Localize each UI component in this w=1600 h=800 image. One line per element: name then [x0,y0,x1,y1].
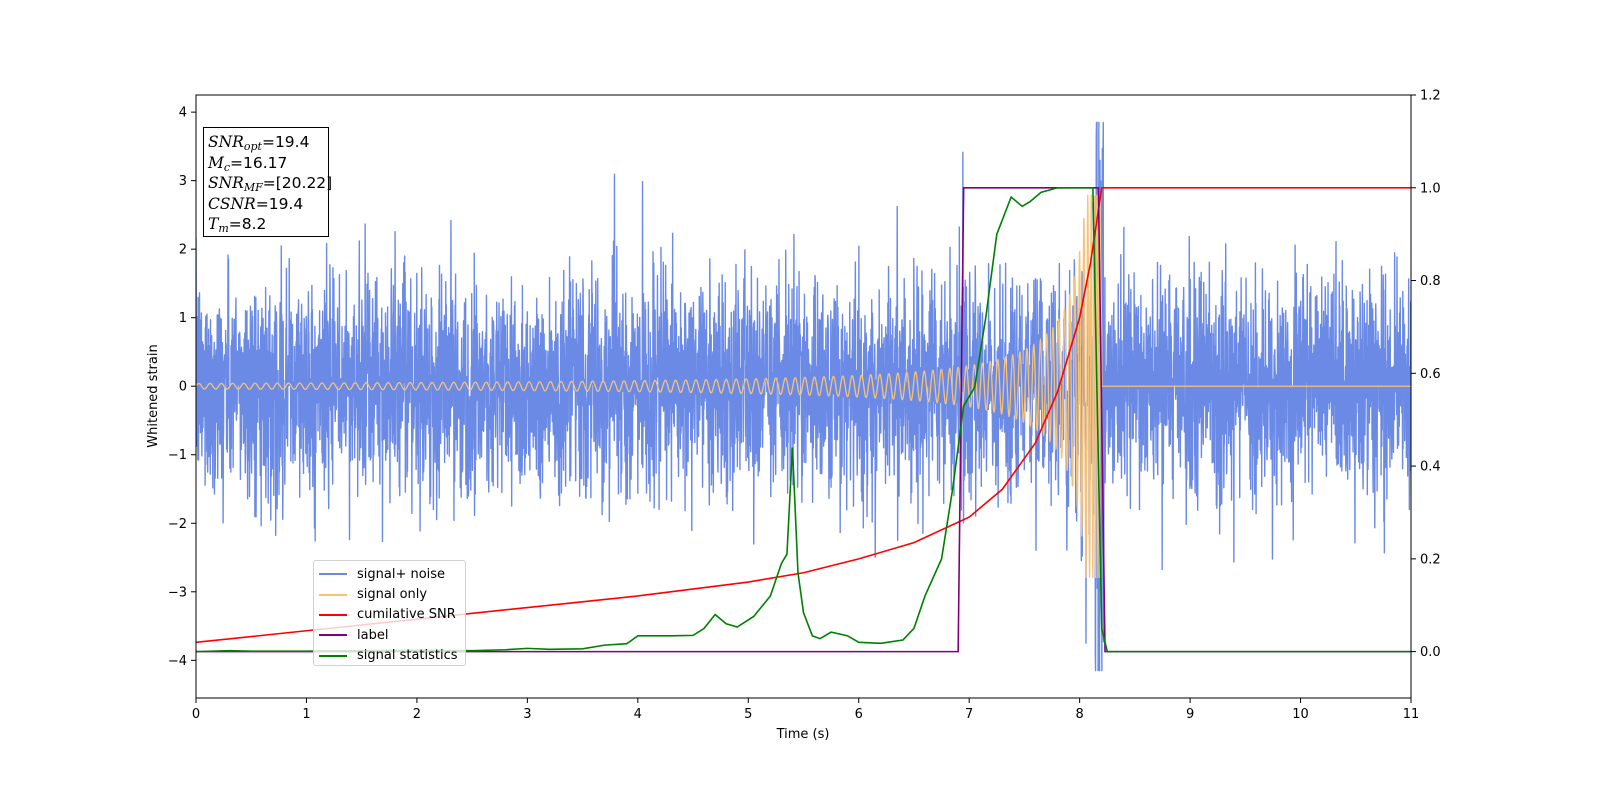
merger-time-annotation: Tm=8.2 [208,215,267,235]
y2-tick-label: 0.2 [1420,552,1441,567]
csnr-annotation: CSNR=19.4 [208,194,304,213]
y2-tick-label: 0.0 [1420,645,1441,660]
y2-tick-label: 1.2 [1420,89,1441,104]
x-tick-label: 6 [855,707,863,722]
y-axis-label: Whitened strain [146,344,161,447]
legend-label: label [357,627,389,643]
x-tick-label: 4 [634,707,642,722]
x-tick-label: 10 [1292,707,1309,722]
legend-swatch [319,593,347,596]
axes-layer: 0 1 2 3 4 5 6 7 8 9 10 11 −4 −3 −2 −1 0 1 2 3 4 0.0 0.2 0.4 0.6 0… [168,89,1441,723]
legend-swatch [319,573,347,576]
y2-tick-label: 0.6 [1420,367,1441,382]
chirp-mass-annotation: Mc=16.17 [208,153,288,174]
x-tick-label: 2 [413,707,421,722]
y2-tick-label: 0.8 [1420,274,1441,289]
y2-tick-label: 1.0 [1420,181,1441,196]
y-tick-label: −4 [168,654,187,669]
x-tick-label: 0 [192,707,200,722]
y-tick-label: 3 [179,174,187,189]
y-tick-label: 1 [179,311,187,326]
legend-swatch [319,613,347,616]
series-cumulative-snr-line [196,186,1411,644]
y-tick-label: 0 [179,380,187,395]
x-axis-label: Time (s) [776,727,830,742]
x-tick-label: 11 [1403,707,1420,722]
series-signal-statistics-line [196,186,1411,653]
y-tick-label: −3 [168,585,187,600]
x-tick-label: 8 [1075,707,1083,722]
annotation-box: SNRopt=19.4 Mc=16.17 SNRMF=[20.22] CSNR=… [203,127,333,237]
snr-mf-annotation: SNRMF=[20.22] [208,174,333,194]
x-tick-label: 9 [1186,707,1194,722]
x-tick-label: 1 [302,707,310,722]
x-tick-label: 5 [744,707,752,722]
legend-item: cumilative SNR [319,605,465,625]
series-signal-plus-noise-line [196,121,1411,672]
y-tick-label: −1 [168,448,187,463]
legend-swatch [319,654,347,657]
legend-item: label [319,625,465,645]
legend-label: cumilative SNR [357,607,456,623]
snr-opt-annotation: SNRopt=19.4 [208,133,310,153]
legend-item: signal+ noise [319,564,465,584]
legend-label: signal statistics [357,648,458,664]
series-signal-only-line [196,194,1411,579]
legend: signal+ noise signal only cumilative SNR… [313,560,466,666]
legend-label: signal only [357,587,428,603]
y2-tick-label: 0.4 [1420,460,1441,475]
x-tick-label: 3 [523,707,531,722]
y-tick-label: 4 [179,106,187,121]
y-tick-label: 2 [179,243,187,258]
legend-label: signal+ noise [357,566,446,582]
x-tick-label: 7 [965,707,973,722]
legend-item: signal statistics [319,646,465,666]
legend-swatch [319,634,347,637]
series-layer [196,121,1411,672]
legend-item: signal only [319,584,465,604]
plot-frame [195,94,1412,699]
y-tick-label: −2 [168,517,187,532]
